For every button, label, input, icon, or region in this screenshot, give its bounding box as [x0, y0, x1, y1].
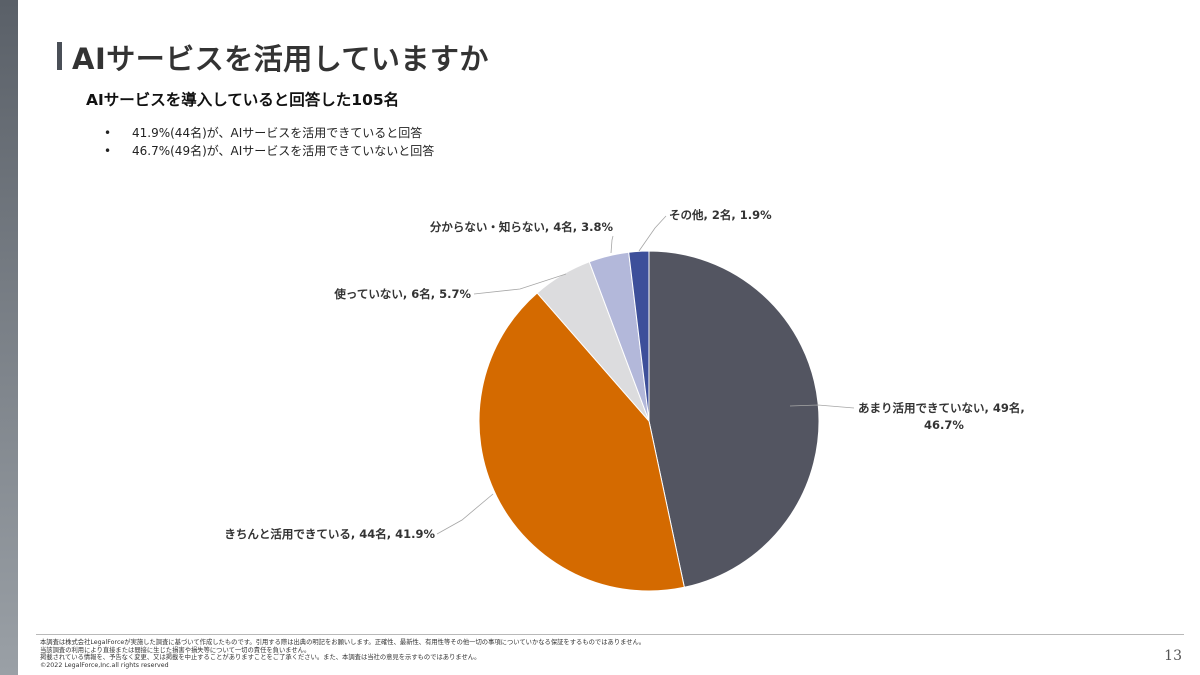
leader-line [610, 235, 614, 254]
slice-data-label: 分からない・知らない, 4名, 3.8% [430, 220, 614, 234]
pie-slice [478, 292, 685, 592]
page-number: 13 [1164, 648, 1182, 664]
summary-bullet: • 46.7%(49名)が、AIサービスを活用できていないと回答 [104, 142, 434, 160]
slice-data-label: その他, 2名, 1.9% [669, 208, 772, 222]
pie-slice [648, 250, 820, 588]
page-title: AIサービスを活用していますか [72, 42, 489, 76]
bullet-marker: • [104, 144, 112, 158]
leader-line [436, 493, 494, 535]
summary-bullet: • 41.9%(44名)が、AIサービスを活用できていると回答 [104, 124, 434, 142]
footer-note: 掲載されている情報を、予告なく変更、又は掲載を中止することがありますことをご了承… [40, 654, 481, 662]
leader-line [638, 215, 667, 252]
leader-line [473, 273, 567, 295]
page-subtitle: AIサービスを導入していると回答した105名 [86, 91, 400, 109]
footer-note: 本調査は株式会社LegalForceが実施した調査に基づいて作成したものです。引… [40, 639, 646, 646]
summary-bullet-text: 41.9%(44名)が、AIサービスを活用できていると回答 [132, 126, 423, 140]
footer-copyright: ©2022 LegalForce,Inc.all rights reserved [40, 661, 169, 669]
slice-data-label: きちんと活用できている, 44名, 41.9% [224, 527, 435, 541]
pie-slice [628, 250, 650, 422]
summary-bullets: • 41.9%(44名)が、AIサービスを活用できていると回答 • 46.7%(49… [104, 124, 434, 160]
slice-data-label: あまり活用できていない, 49名, 46.7% [858, 401, 1025, 432]
summary-bullet-text: 46.7%(49名)が、AIサービスを活用できていないと回答 [132, 144, 435, 158]
leader-line [789, 404, 855, 409]
footer-note: 当該調査の利用により直接または間接に生じた損害や損失等について一切の責任を負いま… [40, 646, 311, 654]
footer-notes: 本調査は株式会社LegalForceが実施した調査に基づいて作成したものです。引… [40, 639, 645, 669]
footer-divider [36, 634, 1184, 635]
side-band [0, 0, 18, 675]
slice-data-label: 使っていない, 6名, 5.7% [333, 287, 471, 301]
title-accent-bar [57, 42, 62, 70]
bullet-marker: • [104, 126, 112, 140]
